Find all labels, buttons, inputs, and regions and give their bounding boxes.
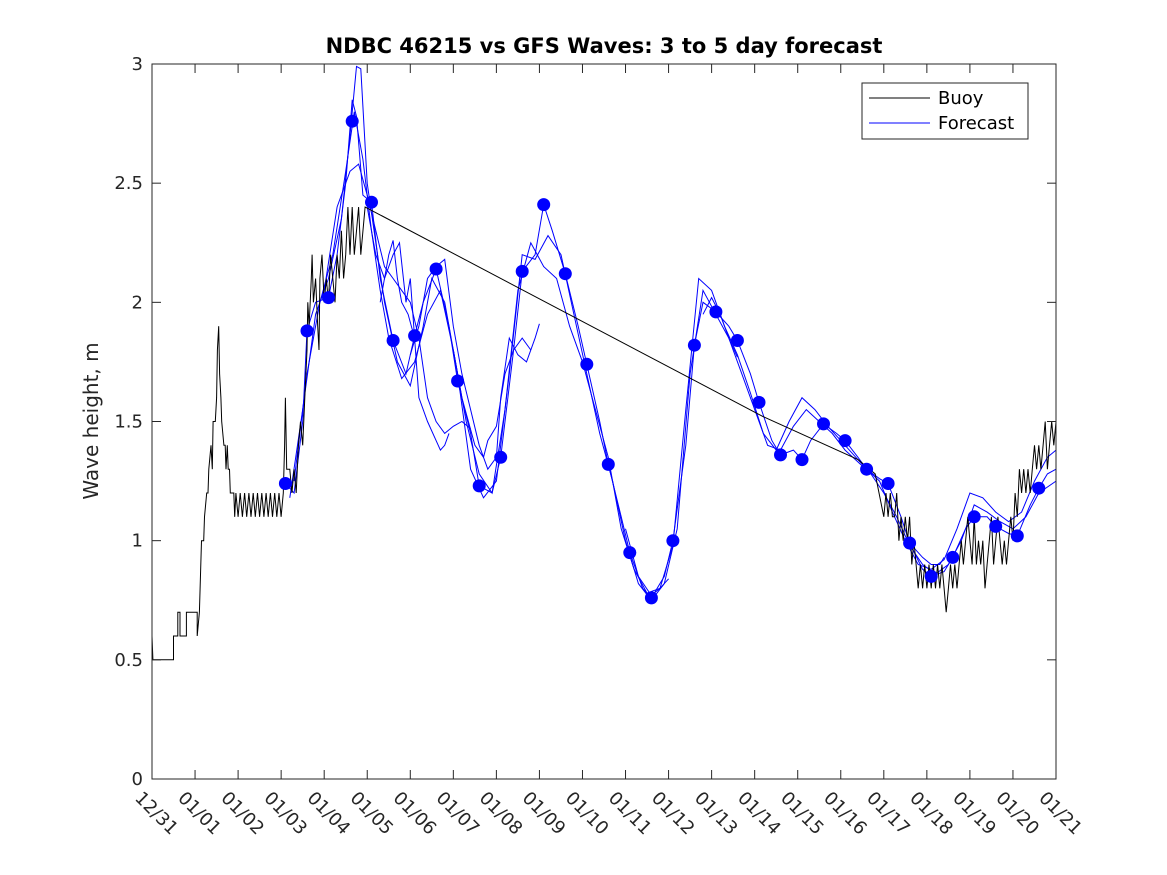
forecast-marker-26	[817, 417, 830, 431]
y-tick-label-0: 0	[132, 769, 143, 790]
forecast-marker-19	[666, 534, 680, 548]
y-tick-label-2: 1	[132, 531, 143, 552]
y-tick-label-5: 2.5	[114, 173, 143, 194]
legend-forecast-label: Forecast	[938, 113, 1014, 134]
forecast-marker-36	[1032, 481, 1046, 495]
legend: Buoy Forecast	[861, 82, 1029, 140]
forecast-marker-4	[345, 114, 359, 128]
forecast-marker-8	[429, 262, 443, 276]
forecast-marker-3	[322, 291, 335, 305]
forecast-marker-27	[838, 434, 852, 448]
forecast-line-4	[323, 163, 471, 435]
forecast-marker-35	[1010, 529, 1024, 543]
y-tick-label-3: 1.5	[114, 412, 143, 433]
forecast-marker-1	[278, 477, 292, 490]
forecast-marker-20	[687, 338, 701, 352]
forecast-marker-22	[730, 334, 744, 347]
buoy-line	[151, 206, 1057, 661]
y-axis-label: Wave height, m	[79, 342, 103, 499]
forecast-marker-5	[365, 195, 378, 209]
legend-box	[861, 82, 1029, 140]
forecast-marker-11	[494, 450, 508, 464]
forecast-marker-2	[300, 324, 314, 338]
forecast-marker-28	[860, 462, 874, 476]
marker-layer	[278, 114, 1046, 605]
forecast-marker-13	[537, 198, 551, 212]
forecast-marker-18	[644, 591, 658, 605]
y-tick-label-4: 2	[132, 292, 143, 313]
y-tick-label-6: 3	[132, 54, 143, 75]
forecast-marker-23	[752, 395, 766, 409]
forecast-marker-34	[989, 519, 1003, 533]
legend-buoy-label: Buoy	[938, 88, 984, 109]
forecast-marker-32	[946, 550, 960, 564]
forecast-marker-12	[515, 264, 529, 278]
forecast-line-11	[913, 547, 945, 565]
forecast-marker-14	[558, 267, 572, 281]
chart-title: NDBC 46215 vs GFS Waves: 3 to 5 day fore…	[326, 34, 883, 58]
forecast-marker-15	[580, 357, 594, 371]
forecast-marker-10	[472, 479, 486, 493]
forecast-marker-6	[386, 334, 400, 347]
forecast-line-8	[452, 337, 532, 459]
forecast-marker-16	[601, 457, 615, 471]
forecast-line-6	[379, 240, 416, 339]
y-tick-label-1: 0.5	[114, 650, 143, 671]
forecast-marker-25	[795, 453, 809, 467]
forecast-marker-29	[881, 477, 895, 490]
forecast-marker-9	[451, 374, 465, 388]
forecast-marker-33	[967, 510, 981, 524]
forecast-marker-21	[709, 305, 723, 319]
forecast-marker-24	[774, 448, 787, 462]
forecast-marker-17	[623, 546, 637, 560]
forecast-marker-30	[903, 536, 917, 550]
forecast-marker-7	[408, 329, 422, 343]
plot-area	[152, 64, 1056, 779]
forecast-marker-31	[924, 569, 938, 583]
